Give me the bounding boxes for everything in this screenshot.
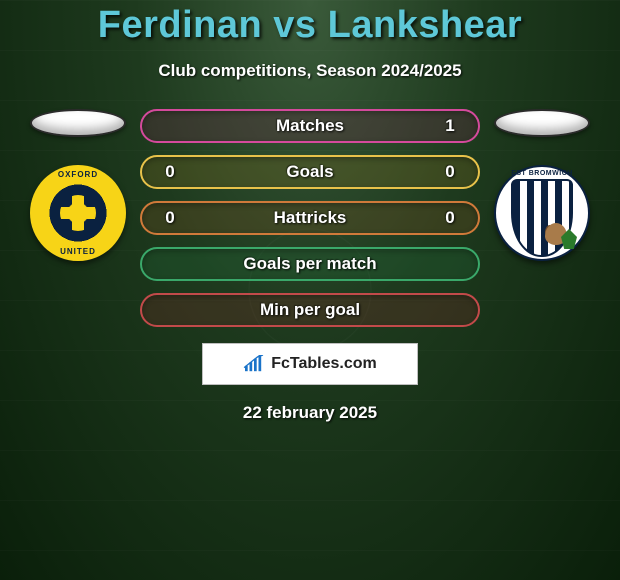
stat-label: Goals [180, 162, 440, 182]
badge-arc-text: EST BROMWICH [511, 170, 573, 177]
comparison-card: Ferdinan vs Lankshear Club competitions,… [0, 0, 620, 423]
shield-icon [511, 179, 573, 257]
date-label: 22 february 2025 [243, 403, 377, 423]
badge-text-top: OXFORD [30, 170, 126, 179]
stat-left-value: 0 [160, 208, 180, 228]
badge-text-bottom: UNITED [30, 247, 126, 256]
stat-right-value: 1 [440, 116, 460, 136]
right-flag-icon [494, 109, 590, 137]
stat-row-hattricks: 0 Hattricks 0 [140, 201, 480, 235]
subtitle: Club competitions, Season 2024/2025 [158, 61, 461, 81]
page-title: Ferdinan vs Lankshear [98, 4, 522, 47]
watermark: FcTables.com [202, 343, 418, 385]
stat-row-goals-per-match: Goals per match [140, 247, 480, 281]
stat-right-value: 0 [440, 208, 460, 228]
stat-list: Matches 1 0 Goals 0 0 Hattricks 0 Goals … [140, 109, 480, 327]
stat-left-value: 0 [160, 162, 180, 182]
right-player-column: EST BROMWICH [492, 109, 592, 261]
left-club-badge: OXFORD UNITED [30, 165, 126, 261]
left-player-column: OXFORD UNITED [28, 109, 128, 261]
stat-row-goals: 0 Goals 0 [140, 155, 480, 189]
left-flag-icon [30, 109, 126, 137]
watermark-text: FcTables.com [271, 355, 377, 373]
stat-right-value: 0 [440, 162, 460, 182]
main-row: OXFORD UNITED Matches 1 0 Goals 0 0 Hatt… [0, 109, 620, 327]
stat-label: Goals per match [180, 254, 440, 274]
stat-row-min-per-goal: Min per goal [140, 293, 480, 327]
stat-row-matches: Matches 1 [140, 109, 480, 143]
bar-chart-icon [243, 355, 265, 373]
right-club-badge: EST BROMWICH [494, 165, 590, 261]
stat-label: Min per goal [180, 300, 440, 320]
stat-label: Hattricks [180, 208, 440, 228]
stat-label: Matches [180, 116, 440, 136]
